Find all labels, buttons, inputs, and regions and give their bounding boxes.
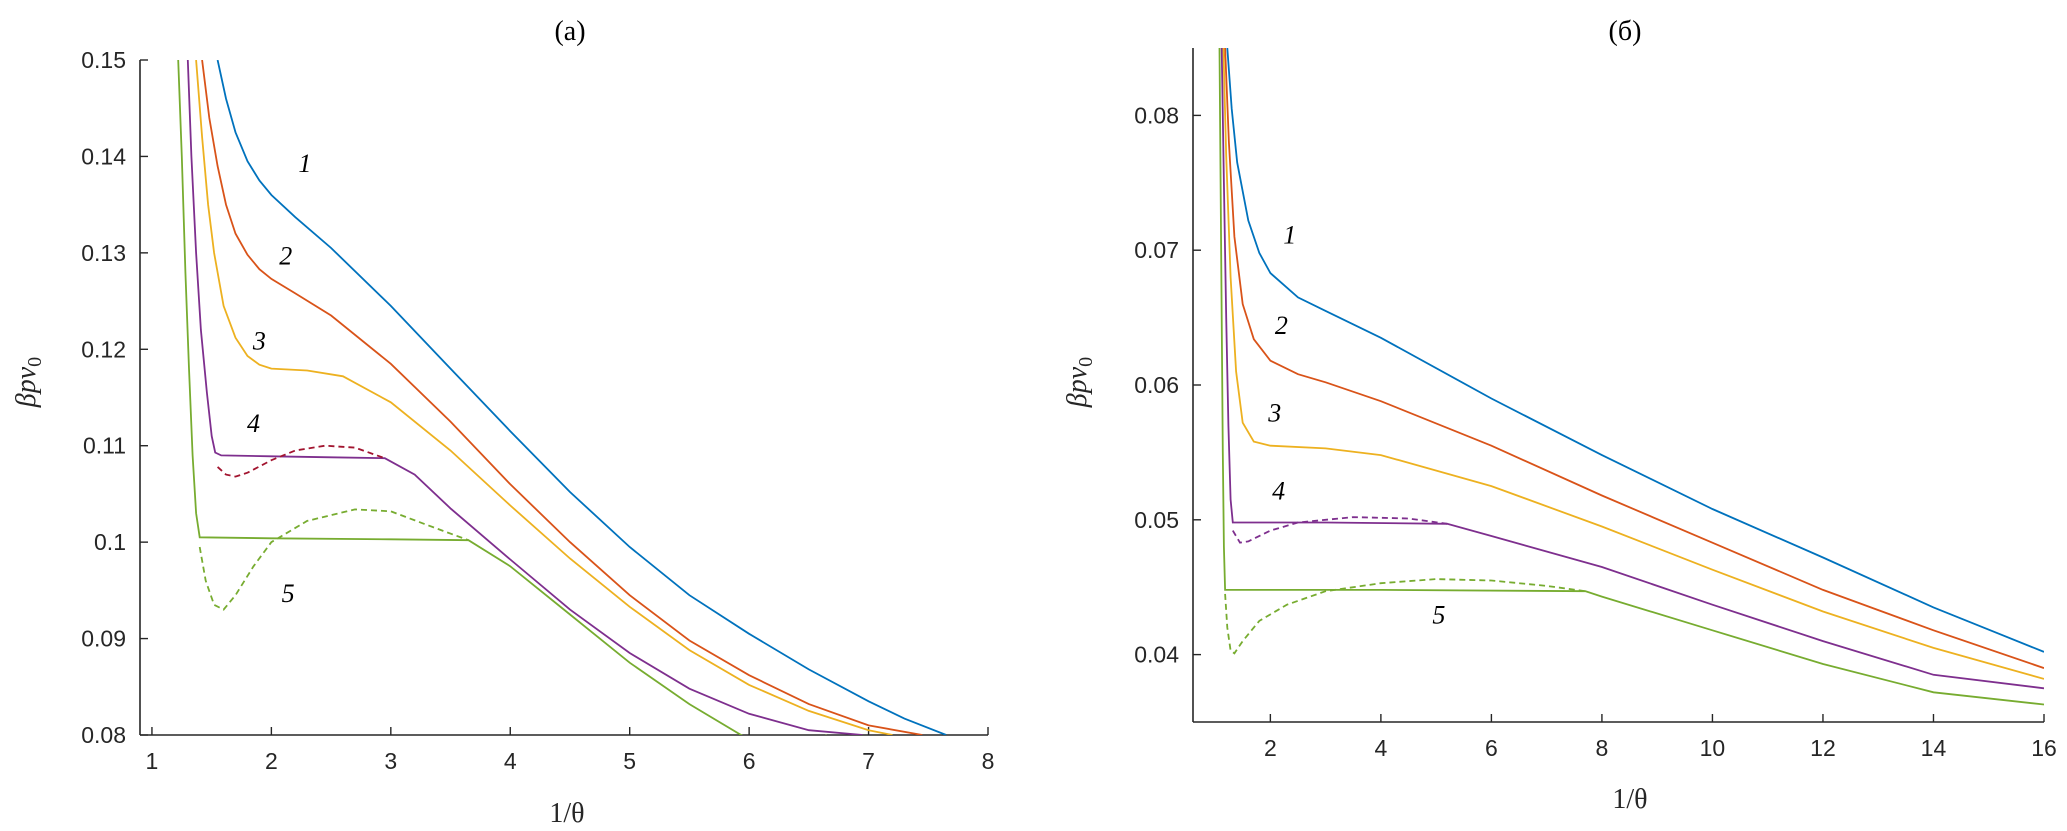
y-tick-label-b: 0.05 xyxy=(1134,507,1179,533)
series-line-b-3 xyxy=(1222,48,2044,680)
y-axis-title-main-b: βpv xyxy=(1062,366,1093,408)
x-tick-label-a: 1 xyxy=(146,748,159,774)
series-line-a-3 xyxy=(195,60,893,735)
curve-label-b-5: 5 xyxy=(1432,601,1445,630)
plot-area-a: 1 2 3 4 5 6 7 8 0.08 0.09 0.1 0.11 0.12 0.13 0.14 0.15 1… xyxy=(81,47,994,774)
x-tick-label-a: 4 xyxy=(504,748,517,774)
x-tick-label-a: 3 xyxy=(384,748,397,774)
x-tick-label-a: 7 xyxy=(862,748,875,774)
x-tick-label-b: 10 xyxy=(1700,735,1726,761)
curve-label-a-2: 2 xyxy=(279,241,292,270)
panel-title-a: (a) xyxy=(554,16,585,47)
chart-panel-a: (a) 1/θ βpv0 1 2 3 4 5 6 7 8 0.08 0.09 0.1 0.11 0.12… xyxy=(11,16,994,829)
series-line-b-1 xyxy=(1226,48,2044,653)
svg-text:βpv0: βpv0 xyxy=(11,357,46,408)
y-tick-label-a: 0.1 xyxy=(94,529,126,555)
y-tick-label-a: 0.09 xyxy=(81,626,126,652)
curve-label-b-4: 4 xyxy=(1272,477,1285,506)
curve-label-a-4: 4 xyxy=(247,409,260,438)
curve-label-a-3: 3 xyxy=(252,326,266,355)
series-line-a-4 xyxy=(186,60,863,735)
x-tick-label-b: 8 xyxy=(1596,735,1609,761)
y-axis-title-a: βpv0 xyxy=(11,357,46,408)
x-tick-label-b: 6 xyxy=(1485,735,1498,761)
x-axis-title-b: 1/θ xyxy=(1612,784,1647,815)
x-tick-label-b: 12 xyxy=(1810,735,1836,761)
curve-label-b-3: 3 xyxy=(1267,398,1281,427)
y-tick-label-a: 0.11 xyxy=(83,433,126,459)
y-tick-label-a: 0.08 xyxy=(81,722,126,748)
x-tick-label-b: 14 xyxy=(1921,735,1947,761)
curve-label-b-2: 2 xyxy=(1275,311,1288,340)
series-line-a-2 xyxy=(201,60,923,735)
y-tick-label-a: 0.12 xyxy=(81,336,126,362)
y-tick-label-a: 0.15 xyxy=(81,47,126,73)
y-axis-title-main-a: βpv xyxy=(11,366,42,408)
y-axis-title-sub-b: 0 xyxy=(1075,357,1097,367)
svg-text:βpv0: βpv0 xyxy=(1062,357,1097,408)
y-axis-title-sub-a: 0 xyxy=(24,357,46,367)
series-line-a-1 xyxy=(216,60,947,735)
y-tick-label-b: 0.04 xyxy=(1134,642,1179,668)
x-tick-label-a: 8 xyxy=(982,748,995,774)
panel-title-b: (б) xyxy=(1609,16,1642,47)
series-line-b-5 xyxy=(1218,48,2044,706)
series-line-a-5 xyxy=(177,60,827,735)
curve-label-a-5: 5 xyxy=(282,579,295,608)
y-tick-label-b: 0.08 xyxy=(1134,102,1179,128)
x-tick-label-b: 16 xyxy=(2031,735,2057,761)
series-line-a-4-unstable xyxy=(216,444,386,478)
x-tick-label-a: 2 xyxy=(265,748,278,774)
x-tick-label-b: 2 xyxy=(1264,735,1277,761)
y-tick-label-b: 0.06 xyxy=(1134,372,1179,398)
y-tick-label-a: 0.14 xyxy=(81,143,126,169)
y-tick-label-b: 0.07 xyxy=(1134,237,1179,263)
series-line-b-2 xyxy=(1224,48,2044,669)
x-tick-label-a: 5 xyxy=(623,748,636,774)
series-line-b-4-unstable xyxy=(1232,516,1448,544)
x-axis-title-a: 1/θ xyxy=(549,798,584,829)
y-tick-label-a: 0.13 xyxy=(81,240,126,266)
series-line-b-5-unstable xyxy=(1224,578,1586,655)
chart-panel-b: (б) 1/θ βpv0 2 4 6 8 10 12 14 160.040.050.060.0… xyxy=(1062,16,2057,815)
x-tick-label-b: 4 xyxy=(1374,735,1387,761)
curve-label-a-1: 1 xyxy=(298,149,311,178)
curve-label-b-1: 1 xyxy=(1283,220,1296,249)
x-tick-label-a: 6 xyxy=(743,748,756,774)
y-axis-title-b: βpv0 xyxy=(1062,357,1097,408)
series-line-b-4 xyxy=(1220,48,2044,690)
series-line-a-5-unstable xyxy=(198,508,469,611)
